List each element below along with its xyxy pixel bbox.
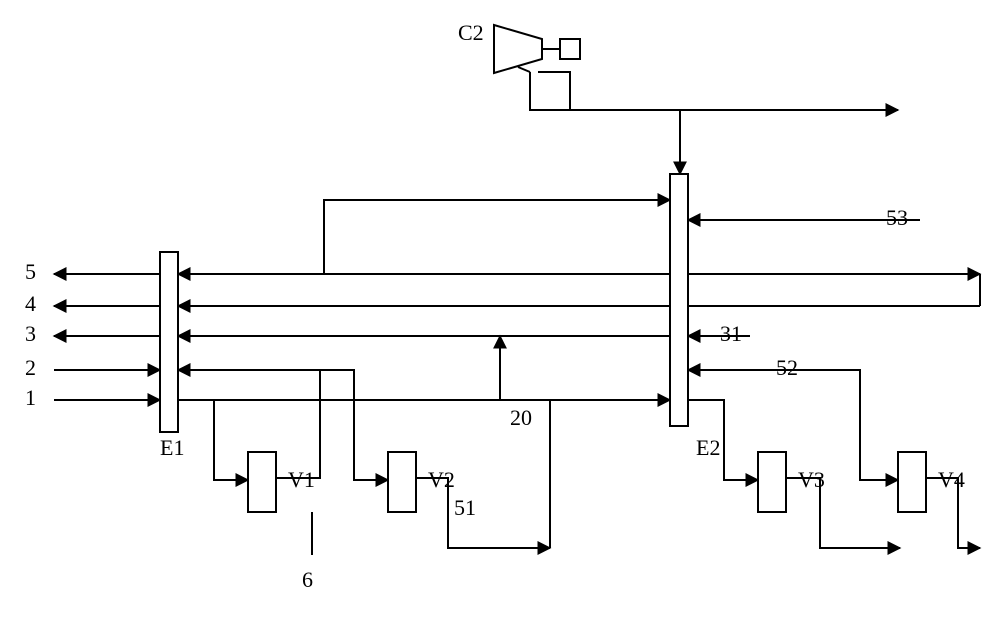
svg-text:V3: V3 [798, 467, 825, 492]
v1-valve [248, 452, 276, 512]
v3-valve [758, 452, 786, 512]
svg-text:E2: E2 [696, 435, 720, 460]
svg-text:V1: V1 [288, 467, 315, 492]
svg-text:53: 53 [886, 205, 908, 230]
e2-exchanger [670, 174, 688, 426]
c2-out-right [538, 72, 898, 110]
e1-top-to-e2 [178, 200, 670, 274]
e2-to-v4 [688, 370, 898, 480]
lines-layer [54, 72, 980, 555]
svg-text:6: 6 [302, 567, 313, 592]
schematic-diagram: E1 E2 V1 V2 V3 V4 C2 1 2 3 4 5 6 20 31 51 52 53 [0, 0, 1000, 641]
svg-text:E1: E1 [160, 435, 184, 460]
v2-valve [388, 452, 416, 512]
svg-text:51: 51 [454, 495, 476, 520]
c2-motor-icon [560, 39, 580, 59]
51-to-e2 [550, 400, 670, 548]
e1-exchanger [160, 252, 178, 432]
svg-text:4: 4 [25, 291, 36, 316]
svg-text:2: 2 [25, 355, 36, 380]
svg-text:5: 5 [25, 259, 36, 284]
svg-text:1: 1 [25, 385, 36, 410]
svg-text:3: 3 [25, 321, 36, 346]
svg-text:20: 20 [510, 405, 532, 430]
components-layer [160, 25, 926, 512]
svg-text:V2: V2 [428, 467, 455, 492]
svg-text:C2: C2 [458, 20, 484, 45]
c2-to-e2 [530, 72, 680, 174]
svg-text:31: 31 [720, 321, 742, 346]
e1-to-v1 [178, 400, 248, 480]
svg-text:V4: V4 [938, 467, 965, 492]
svg-text:52: 52 [776, 355, 798, 380]
v4-valve [898, 452, 926, 512]
c2-compressor-icon [494, 25, 542, 73]
c2-outlet-stub [518, 67, 530, 72]
e1-to-v2 [178, 370, 388, 480]
